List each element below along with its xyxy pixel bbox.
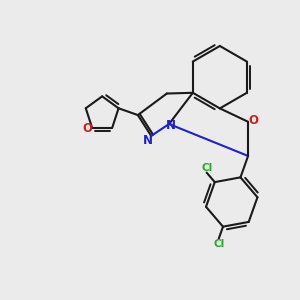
Text: Cl: Cl — [213, 239, 224, 249]
Text: N: N — [166, 119, 176, 132]
Text: Cl: Cl — [201, 163, 212, 173]
Text: O: O — [248, 114, 258, 127]
Text: O: O — [82, 122, 92, 135]
Text: N: N — [143, 134, 153, 146]
